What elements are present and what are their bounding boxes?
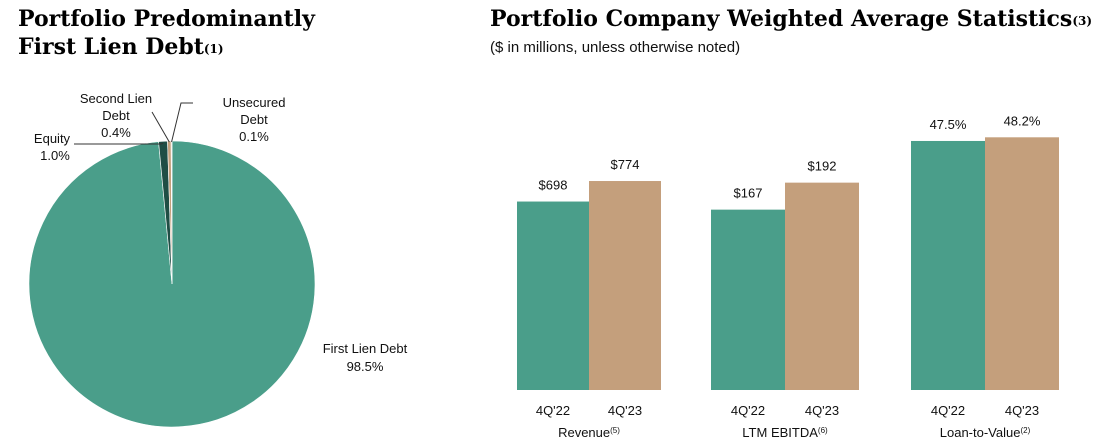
bar-axis-label-ltm-ebitda: LTM EBITDA(6) (742, 425, 828, 440)
bar-category-label: 4Q'23 (1005, 403, 1039, 418)
pie-title-line2: First Lien Debt (18, 34, 204, 60)
pie-value-second-lien: 0.4% (101, 125, 131, 140)
bar-chart-loan-to-value: 47.5% 4Q'22 48.2% 4Q'23 Loan-to-Value(2) (911, 113, 1059, 440)
pie-label-second-lien-2: Debt (102, 108, 130, 123)
bar-revenue-4q23 (589, 181, 661, 390)
bar-ltm-ebitda-4q23 (785, 182, 859, 390)
bar-category-label: 4Q'22 (536, 403, 570, 418)
pie-label-first-lien-debt: First Lien Debt (323, 341, 408, 356)
stats-title-note: (3) (1072, 14, 1093, 28)
stats-title: Portfolio Company Weighted Average Stati… (490, 5, 1092, 33)
bar-loan-to-value-4q22 (911, 140, 985, 390)
bar-chart-ltm-ebitda: $167 4Q'22 $192 4Q'23 LTM EBITDA(6) (711, 159, 859, 440)
bar-category-label: 4Q'23 (608, 403, 642, 418)
pie-label-unsecured-2: Debt (240, 112, 268, 127)
bar-axis-label-note: (2) (1020, 426, 1030, 435)
bar-axis-label-note: (5) (610, 426, 620, 435)
bar-category-label: 4Q'22 (931, 403, 965, 418)
pie-title-note: (1) (203, 42, 224, 56)
stats-title-text: Portfolio Company Weighted Average Stati… (490, 6, 1073, 32)
bar-loan-to-value-4q23 (985, 137, 1059, 390)
pie-chart: First Lien Debt 98.5% Equity 1.0% Second Lie… (28, 91, 408, 428)
bar-axis-label-note: (6) (818, 426, 828, 435)
pie-leader-equity (74, 142, 164, 145)
pie-leader-second-lien (151, 111, 170, 143)
pie-label-unsecured: Unsecured (223, 95, 286, 110)
stats-subtitle: ($ in millions, unless otherwise noted) (490, 39, 741, 56)
bar-ltm-ebitda-4q22 (711, 209, 785, 390)
pie-label-equity: Equity (34, 131, 71, 146)
bar-value-label: $774 (611, 157, 640, 172)
bar-charts: $698 4Q'22 $774 4Q'23 Revenue(5) $167 4Q'22 $19… (517, 113, 1059, 440)
bar-axis-label-revenue: Revenue(5) (558, 425, 620, 440)
pie-value-equity: 1.0% (40, 148, 70, 163)
bar-category-label: 4Q'22 (731, 403, 765, 418)
bar-value-label: $698 (539, 178, 568, 193)
bar-value-label: $192 (808, 159, 837, 174)
pie-value-unsecured: 0.1% (239, 129, 269, 144)
bar-axis-label-loan-to-value: Loan-to-Value(2) (940, 425, 1031, 440)
pie-title: Portfolio Predominantly First Lien Debt(… (18, 5, 315, 61)
bar-value-label: $167 (734, 186, 763, 201)
bar-value-label: 48.2% (1004, 113, 1041, 128)
pie-value-first-lien-debt: 98.5% (347, 359, 384, 374)
pie-label-second-lien: Second Lien (80, 91, 152, 106)
bar-category-label: 4Q'23 (805, 403, 839, 418)
pie-leader-unsecured (171, 102, 193, 143)
bar-chart-revenue: $698 4Q'22 $774 4Q'23 Revenue(5) (517, 157, 661, 440)
bar-revenue-4q22 (517, 201, 589, 390)
pie-title-line1: Portfolio Predominantly (18, 6, 315, 32)
bar-value-label: 47.5% (930, 117, 967, 132)
